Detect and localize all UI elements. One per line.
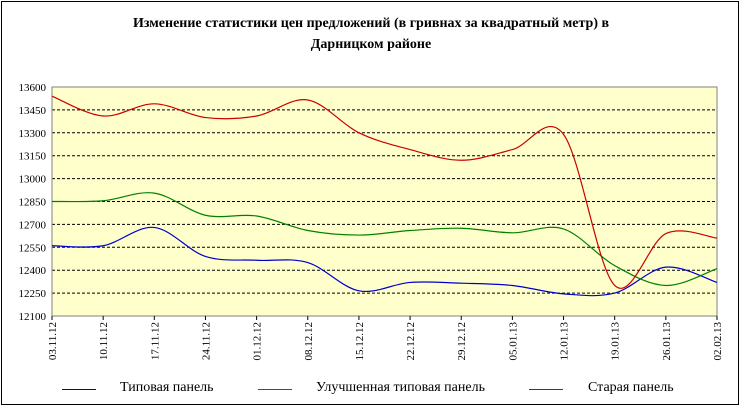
y-tick-label: 13600 <box>19 82 47 94</box>
x-tick-label: 03.11.12 <box>47 322 59 360</box>
legend-label-old: Старая панель <box>588 380 674 395</box>
legend-swatch-typical <box>62 389 96 390</box>
x-tick-label: 10.11.12 <box>98 322 110 360</box>
y-tick-label: 13000 <box>19 174 47 186</box>
y-tick-label: 12100 <box>19 311 47 323</box>
x-tick-label: 05.01.13 <box>507 322 519 361</box>
y-tick-label: 12850 <box>19 197 47 209</box>
x-tick-label: 15.12.12 <box>354 322 366 361</box>
legend-swatch-improved <box>258 389 292 390</box>
y-tick-label: 13300 <box>19 128 47 140</box>
x-tick-label: 29.12.12 <box>456 322 468 361</box>
y-tick-label: 13450 <box>19 105 47 117</box>
legend-label-typical: Типовая панель <box>120 380 214 395</box>
x-tick-label: 22.12.12 <box>405 322 417 361</box>
series-line-typical <box>51 226 718 297</box>
chart-subtitle: Дарницком районе <box>310 37 432 52</box>
legend-swatch-old <box>529 389 563 390</box>
x-tick-label: 24.11.12 <box>200 322 212 360</box>
x-tick-label: 08.12.12 <box>303 322 315 361</box>
x-tick-label: 01.12.12 <box>252 322 264 361</box>
y-tick-label: 12550 <box>19 242 47 254</box>
x-tick-label: 02.02.13 <box>712 322 724 361</box>
series-line-improved <box>51 192 718 287</box>
chart-title: Изменение статистики цен предложений (в … <box>132 16 610 31</box>
x-tick-label: 26.01.13 <box>661 322 673 361</box>
legend-label-improved: Улучшенная типовая панель <box>316 380 485 395</box>
x-tick-label: 19.01.13 <box>610 322 622 361</box>
x-tick-label: 17.11.12 <box>149 322 161 360</box>
y-tick-label: 13150 <box>19 151 47 163</box>
x-tick-label: 12.01.13 <box>559 322 571 361</box>
series-line-old <box>51 95 718 289</box>
y-tick-label: 12700 <box>19 219 47 231</box>
y-tick-label: 12250 <box>19 288 47 300</box>
y-tick-label: 12400 <box>19 265 47 277</box>
